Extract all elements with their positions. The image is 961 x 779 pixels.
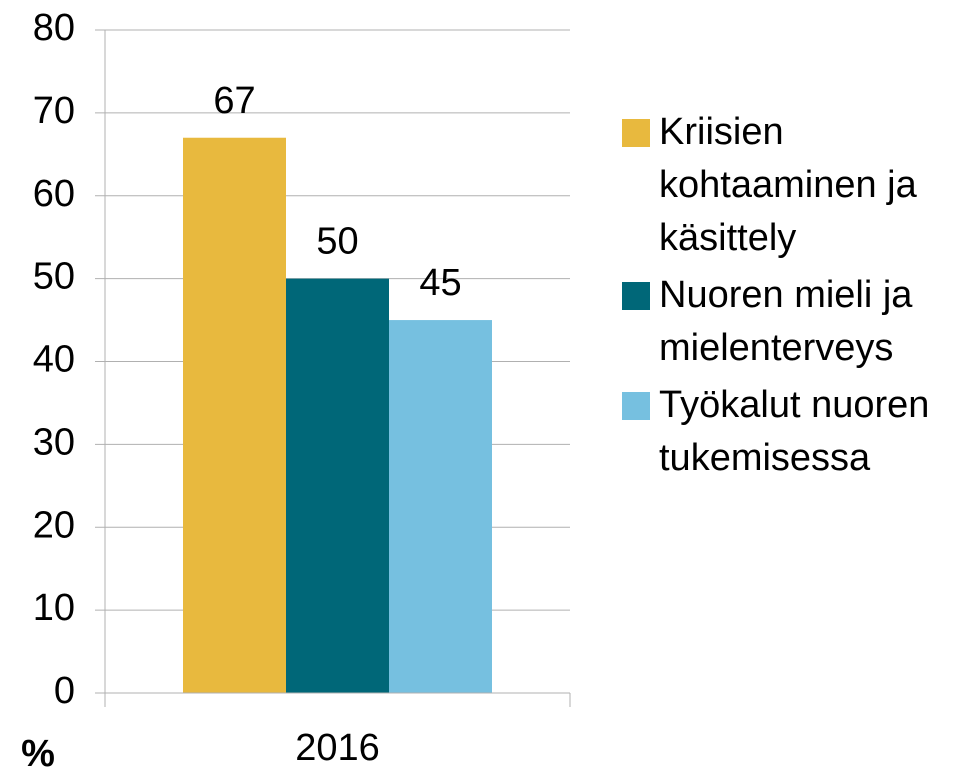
bar <box>389 320 492 693</box>
legend-entry: Kriisien kohtaaminen ja käsittely <box>622 106 961 265</box>
y-tick-label: 40 <box>33 339 75 381</box>
legend-label: Nuoren mieli ja mielenterveys <box>659 274 913 369</box>
y-tick-label: 20 <box>33 504 75 546</box>
legend-swatch <box>622 119 650 147</box>
legend-swatch <box>622 392 650 420</box>
y-tick-label: 50 <box>33 256 75 298</box>
value-label: 45 <box>419 262 461 304</box>
value-label: 50 <box>316 221 358 263</box>
legend-label: Kriisien kohtaaminen ja käsittely <box>659 111 917 259</box>
x-tick-label: 2016 <box>295 727 380 769</box>
y-tick-label: 30 <box>33 421 75 463</box>
bar <box>286 278 389 693</box>
legend: Kriisien kohtaaminen ja käsittely Nuoren … <box>622 106 961 485</box>
y-tick-label: 70 <box>33 90 75 132</box>
y-tick-label: 60 <box>33 173 75 215</box>
y-axis-label: % <box>21 733 55 775</box>
legend-entry: Työkalut nuoren tukemisessa <box>622 379 961 485</box>
y-tick-label: 0 <box>54 670 75 712</box>
y-tick-label: 80 <box>33 7 75 49</box>
legend-swatch <box>622 282 650 310</box>
legend-label: Työkalut nuoren tukemisessa <box>659 384 930 479</box>
legend-entry: Nuoren mieli ja mielenterveys <box>622 269 961 375</box>
value-label: 67 <box>213 80 255 122</box>
bar <box>183 137 286 694</box>
y-tick-label: 10 <box>33 587 75 629</box>
